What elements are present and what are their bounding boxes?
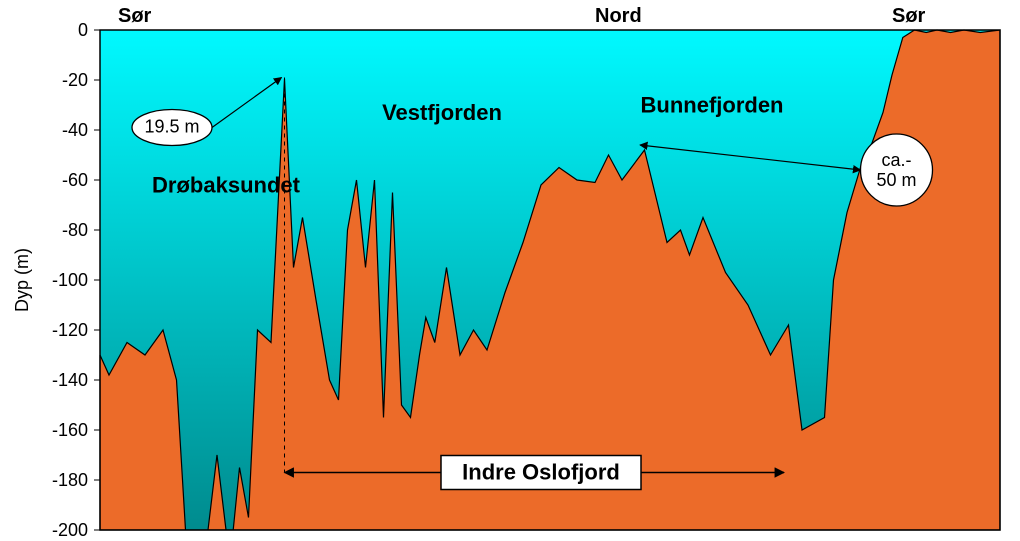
ytick-label: -120 <box>52 320 88 340</box>
y-axis-label: Dyp (m) <box>12 248 32 312</box>
ytick-label: -180 <box>52 470 88 490</box>
callout-text: 50 m <box>876 170 916 190</box>
ytick-label: -60 <box>62 170 88 190</box>
ytick-label: -20 <box>62 70 88 90</box>
ytick-label: -40 <box>62 120 88 140</box>
ytick-label: -160 <box>52 420 88 440</box>
title-text: Indre Oslofjord <box>462 460 620 485</box>
region-label: Bunnefjorden <box>641 93 784 118</box>
ytick-label: -140 <box>52 370 88 390</box>
direction-label: Sør <box>892 5 926 27</box>
callout-text: ca.- <box>881 150 911 170</box>
chart-svg: 0 -20 -40 -60 -80 -100 -120 -140 -160 -180 -200 Dyp… <box>0 0 1020 541</box>
ytick-label: -100 <box>52 270 88 290</box>
callout-text: 19.5 m <box>144 117 199 137</box>
ytick-label: -200 <box>52 520 88 540</box>
ytick-label: 0 <box>78 20 88 40</box>
depth-profile-chart: 0 -20 -40 -60 -80 -100 -120 -140 -160 -180 -200 Dyp… <box>0 0 1020 541</box>
region-label: Drøbaksundet <box>152 173 301 198</box>
direction-label: Sør <box>118 5 152 27</box>
region-label: Vestfjorden <box>382 100 502 125</box>
direction-label: Nord <box>595 5 642 27</box>
ytick-label: -80 <box>62 220 88 240</box>
